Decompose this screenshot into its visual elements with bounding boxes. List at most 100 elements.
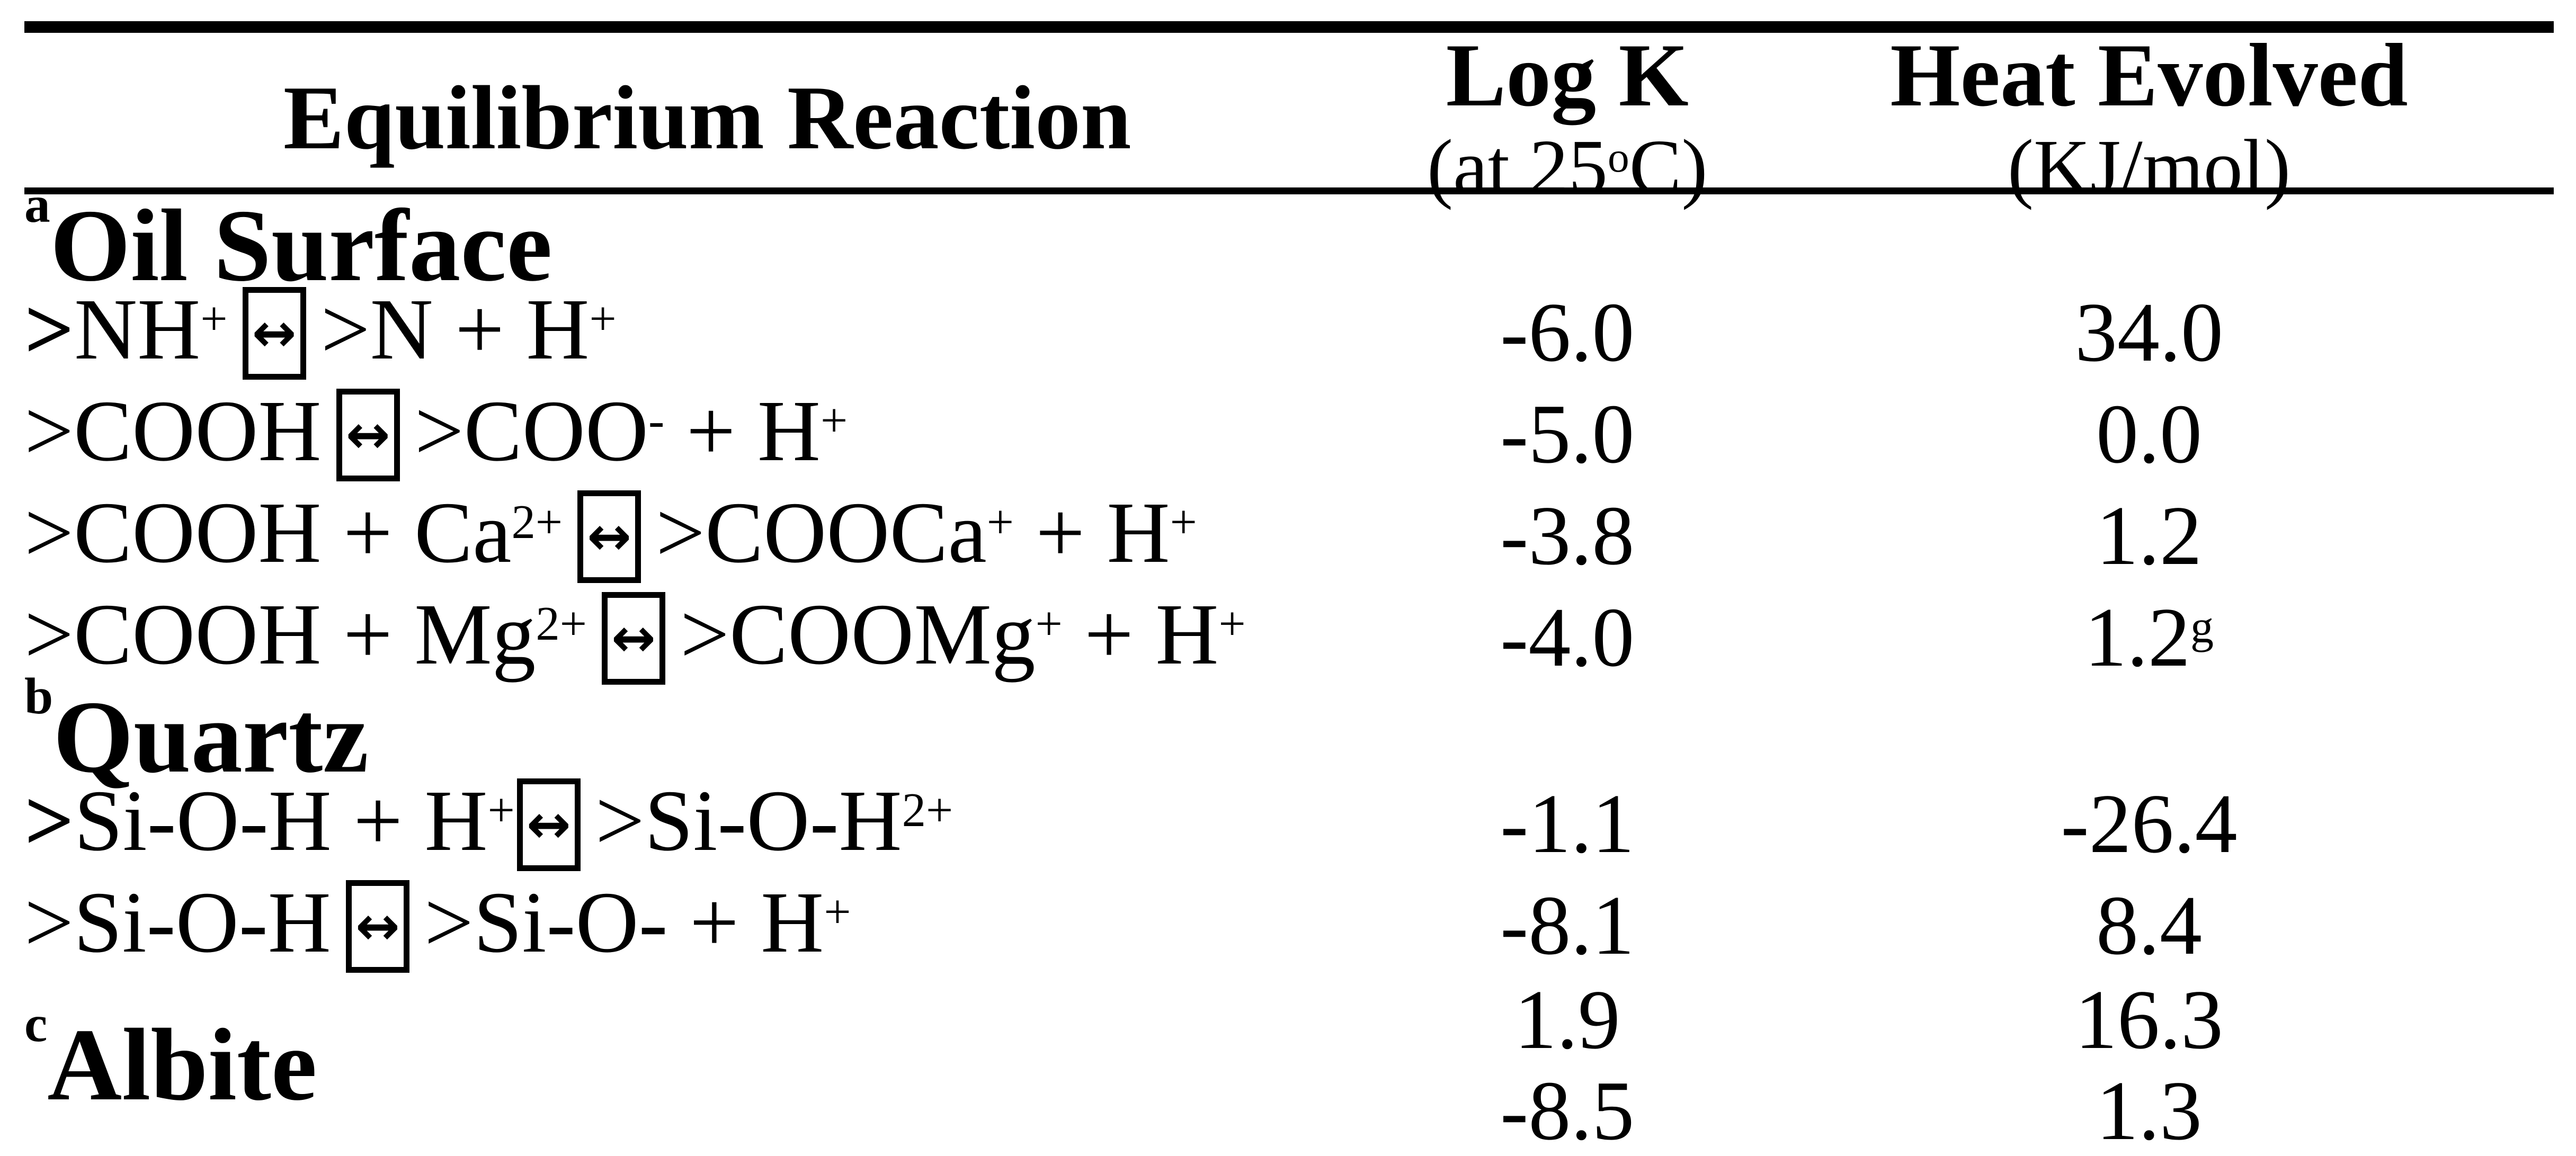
heat-value: 1.2 (1744, 493, 2554, 578)
reaction-text-segment: >COOH + Ca (24, 484, 512, 581)
heat-value: 0.0 (1744, 391, 2554, 476)
value-text: 16.3 (2075, 972, 2223, 1067)
heat-title: Heat Evolved (1890, 25, 2408, 125)
reaction-row: >Si-O-H + H+ ↔ >Si-O-H2+ -1.1 -26.4 (24, 770, 2554, 872)
section-header: cAlbite (24, 998, 1390, 1117)
column-header-logk: Log K (at 25oC) (1390, 25, 1745, 207)
value-text: 34.0 (2075, 284, 2223, 379)
heat-value: 1.2g (1744, 595, 2554, 679)
value-text: -1.1 (1500, 776, 1635, 871)
reaction-equation: >COOH + Mg2+ ↔ >COOMg+ + H+ (24, 584, 1390, 690)
degree-superscript: o (1607, 132, 1629, 181)
heat-value: 34.0 (1744, 290, 2554, 374)
reaction-text-segment: >COOMg (680, 586, 1036, 683)
value-text: 1.2 (2096, 488, 2202, 583)
heat-value: -26.4 (1744, 781, 2554, 866)
footnote-marker: c (24, 995, 48, 1053)
heat-value: 1.3 (1744, 1068, 2554, 1153)
double-arrow-glyph: ↔ (355, 895, 400, 957)
reaction-text-segment: >COOH + Mg (24, 586, 536, 683)
value-text: -3.8 (1500, 488, 1635, 583)
reaction-equation: >COOH + Ca2+ ↔ >COOCa+ + H+ (24, 482, 1390, 588)
reaction-row: >COOH + Mg2+ ↔ >COOMg+ + H+ -4.0 1.2g (24, 584, 2554, 686)
reaction-text-segment: + H (1062, 586, 1219, 683)
section-label: cAlbite (24, 998, 317, 1122)
logk-subtitle-post: C) (1629, 123, 1708, 211)
value-text: 1.9 (1514, 972, 1620, 1067)
superscript: 2+ (511, 495, 563, 549)
superscript: + (986, 495, 1014, 549)
reaction-equation: >Si-O-H + H+ ↔ >Si-O-H2+ (24, 770, 1390, 876)
footnote-marker: a (24, 176, 50, 234)
equilibrium-arrow-icon: ↔ (577, 490, 641, 583)
double-arrow-glyph: ↔ (345, 404, 390, 466)
reaction-text-segment: NH (74, 281, 201, 378)
logk-subtitle: (at 25oC) (1390, 128, 1745, 207)
reaction-text-segment: + H (1013, 484, 1170, 581)
logk-value: 1.9 (1390, 977, 1745, 1062)
albite-group: cAlbite 1.9 16.3 -8.5 1.3 (24, 974, 2554, 1156)
superscript: + (589, 291, 617, 345)
double-arrow-glyph: ↔ (587, 505, 631, 568)
heat-value: 16.3 (1744, 977, 2554, 1062)
value-text: -5.0 (1500, 386, 1635, 481)
superscript: - (648, 393, 665, 447)
logk-title: Log K (1446, 25, 1689, 125)
equilibrium-arrow-icon: ↔ (336, 388, 400, 481)
reaction-text-segment: Si-O-H + H (74, 772, 488, 869)
value-text: -6.0 (1500, 284, 1635, 379)
superscript: + (820, 393, 848, 447)
logk-subtitle-pre: (at 25 (1427, 123, 1608, 211)
equilibrium-arrow-icon: ↔ (242, 286, 306, 380)
section-label: aOil Surface (24, 179, 552, 303)
table-body: aOil Surface >NH+ ↔ >N + H+ -6.0 34.0 >COOH ↔ >C… (24, 179, 2554, 1156)
superscript: 2+ (536, 596, 587, 650)
logk-value: -1.1 (1390, 781, 1745, 866)
section-row: bQuartz (24, 670, 2554, 788)
reaction-text-segment: >COO (414, 382, 649, 479)
reaction-row: >COOH ↔ >COO- + H+ -5.0 0.0 (24, 381, 2554, 482)
footnote-marker: b (24, 668, 54, 725)
equilibrium-arrow-icon: ↔ (601, 592, 665, 685)
logk-value: -8.5 (1390, 1068, 1745, 1153)
logk-value: -8.1 (1390, 883, 1745, 967)
section-title-text: Oil Surface (50, 189, 552, 303)
heat-value: 8.4 (1744, 883, 2554, 967)
heat-subtitle: (KJ/mol) (2007, 123, 2291, 211)
value-text: -4.0 (1500, 589, 1635, 684)
reaction-header-label: Equilibrium Reaction (283, 68, 1131, 169)
superscript: + (1035, 596, 1063, 650)
superscript: + (487, 783, 515, 837)
header-row: Equilibrium Reaction Log K (at 25oC) Hea… (24, 25, 2554, 206)
top-rule (24, 21, 2554, 33)
section-label: bQuartz (24, 670, 369, 794)
reaction-equation: >COOH ↔ >COO- + H+ (24, 381, 1390, 487)
superscript: g (2190, 601, 2214, 653)
reaction-text-segment: >COOH (24, 382, 322, 479)
column-header-reaction: Equilibrium Reaction (24, 68, 1390, 169)
reaction-equation: >NH+ ↔ >N + H+ (24, 279, 1390, 385)
reaction-bold-segment: > (24, 772, 75, 869)
superscript: + (1170, 495, 1197, 549)
reaction-text-segment: + H (664, 382, 821, 479)
logk-value: -6.0 (1390, 290, 1745, 374)
value-text: 8.4 (2096, 877, 2202, 972)
equilibrium-arrow-icon: ↔ (345, 880, 409, 973)
reaction-text-segment: >Si-O- + H (424, 874, 824, 971)
value-text: 1.3 (2096, 1063, 2202, 1156)
reaction-equation: >Si-O-H ↔ >Si-O- + H+ (24, 872, 1390, 978)
value-text: -8.1 (1500, 877, 1635, 972)
double-arrow-glyph: ↔ (252, 302, 297, 364)
section-header: bQuartz (24, 670, 1390, 789)
double-arrow-glyph: ↔ (526, 793, 571, 856)
value-text: 1.2 (2084, 589, 2190, 684)
reaction-text-segment: >Si-O-H (595, 772, 902, 869)
double-arrow-glyph: ↔ (611, 607, 656, 669)
reaction-text-segment: >Si-O-H (24, 874, 331, 971)
header-rule (24, 187, 2554, 194)
reaction-row: >NH+ ↔ >N + H+ -6.0 34.0 (24, 279, 2554, 381)
reaction-text-segment: >COOCa (656, 484, 987, 581)
logk-value: -3.8 (1390, 493, 1745, 578)
reaction-text-segment: >N + H (320, 281, 590, 378)
